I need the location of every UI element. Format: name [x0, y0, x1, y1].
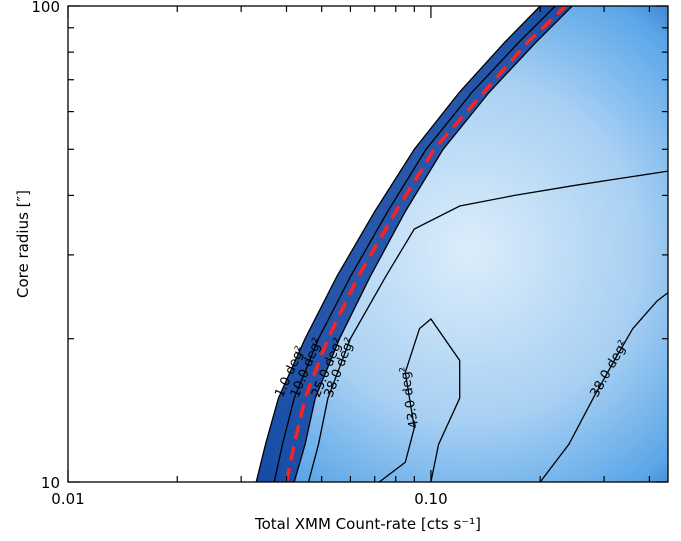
- contour-line: [293, 6, 573, 482]
- x-tick-label: 0.01: [51, 490, 84, 508]
- y-tick-label: 100: [31, 0, 60, 16]
- contour-line: [255, 6, 541, 482]
- contour-lines: [255, 6, 668, 482]
- heatmap-edge-band: [256, 6, 573, 482]
- x-tick-label: 0.10: [414, 490, 447, 508]
- x-axis-title: Total XMM Count-rate [cts s⁻¹]: [254, 515, 481, 533]
- contour-line: [273, 6, 556, 482]
- axis-ticks: [67, 5, 668, 483]
- tick-labels: 0.01 0.10 10 100: [31, 0, 447, 508]
- y-tick-label: 10: [41, 474, 60, 492]
- plot-frame: [67, 5, 669, 483]
- heatmap-fill: [256, 6, 668, 482]
- contour-line: [539, 292, 668, 482]
- y-axis-title: Core radius [″]: [14, 190, 32, 298]
- contour-line: [378, 318, 461, 482]
- contour-line: [307, 170, 668, 482]
